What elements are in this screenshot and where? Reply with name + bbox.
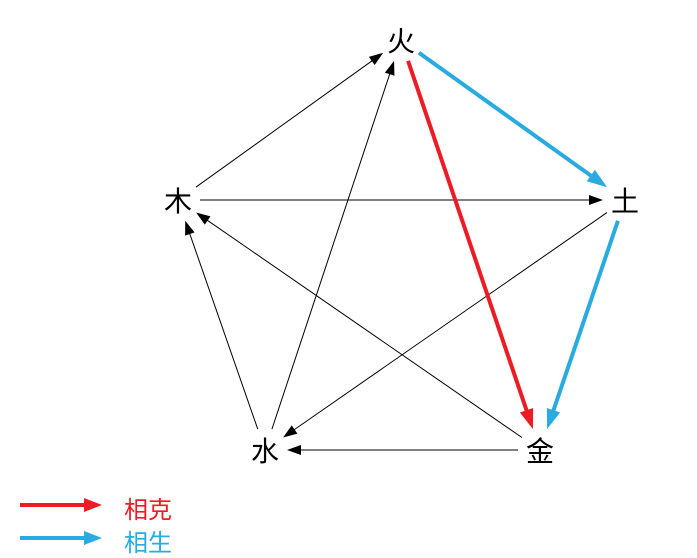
legend-label-0: 相克 (124, 490, 172, 525)
legend-label-1: 相生 (124, 523, 172, 558)
node-metal: 金 (526, 430, 554, 470)
node-water: 水 (251, 430, 279, 470)
node-earth: 土 (611, 180, 639, 220)
diagram-svg (0, 0, 697, 557)
node-wood: 木 (164, 180, 192, 220)
node-fire: 火 (387, 20, 415, 60)
